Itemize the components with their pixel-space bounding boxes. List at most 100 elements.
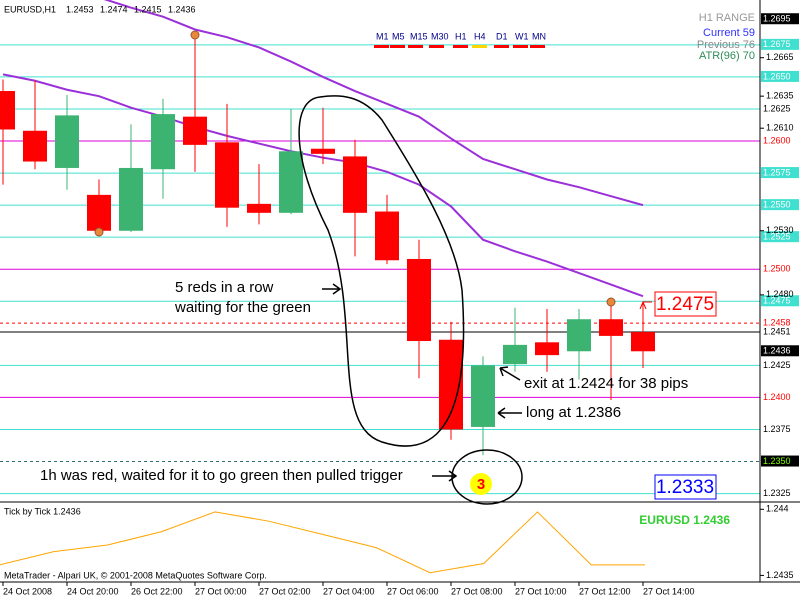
y-tick-label: 1.2480 <box>766 289 794 299</box>
footer: MetaTrader - Alpari UK, © 2001-2008 Meta… <box>4 570 267 580</box>
level-label: 1.2695 <box>763 14 791 24</box>
candle-body <box>279 151 303 213</box>
candle-body <box>183 116 207 145</box>
level-label-bg <box>761 231 799 243</box>
fractal-marker <box>190 30 200 40</box>
timeframe: M30 <box>431 31 449 41</box>
badge <box>470 473 492 495</box>
annotation: 5 reds in a row <box>175 279 274 296</box>
timeframe: M1 <box>376 31 389 41</box>
level-label-bg <box>761 359 799 371</box>
level-label-bg <box>761 345 799 357</box>
annotation: exit at 1.2424 for 38 pips <box>524 375 688 392</box>
line <box>0 511 645 574</box>
fractal-marker <box>94 227 104 237</box>
price-box-text: 1.2333 <box>656 477 714 498</box>
timeframe: H1 <box>455 31 467 41</box>
y-tick-label: 1.2610 <box>766 123 794 133</box>
candle-body <box>375 211 399 261</box>
level-label: 1.2425 <box>763 360 791 370</box>
timeframe: MN <box>532 31 546 41</box>
level-label-bg <box>761 423 799 435</box>
candle-body <box>503 344 527 365</box>
arrow <box>497 407 522 419</box>
level-label-bg <box>761 102 799 114</box>
y-tick-label: 1.2665 <box>766 52 794 62</box>
annotation: long at 1.2386 <box>526 404 621 421</box>
candle-body <box>0 91 15 130</box>
candle-body <box>55 115 79 168</box>
hand-circle <box>451 449 523 505</box>
candle-body <box>343 156 367 213</box>
annotation: 1h was red, waited for it to go green th… <box>40 467 403 484</box>
level-label-bg <box>761 167 799 179</box>
price-axis-labels: 1.2695 1.2675 1.2650 1.2625 1.2600 1.2575 1.25… <box>760 13 799 580</box>
x-tick-label: 27 Oct 00:00 <box>195 586 247 596</box>
range-current: Current 59 <box>703 27 755 39</box>
symbol-title: EURUSD,H1 <box>4 4 56 14</box>
timeframe: H4 <box>474 31 486 41</box>
candle-body <box>599 319 623 336</box>
timeframe-bar <box>374 45 389 48</box>
level-label-bg <box>761 487 799 499</box>
level-label: 1.2650 <box>763 71 791 81</box>
arrow <box>322 283 342 295</box>
badge-text: 3 <box>477 476 485 493</box>
level-label-bg <box>761 263 799 275</box>
x-tick-label: 27 Oct 10:00 <box>515 586 567 596</box>
x-tick-label: 27 Oct 04:00 <box>323 586 375 596</box>
price-box <box>654 291 717 317</box>
level-label-bg <box>761 455 799 467</box>
timeframe-bar <box>513 45 528 48</box>
level-label-bg <box>761 135 799 147</box>
candles <box>0 34 655 456</box>
x-tick-label: 27 Oct 12:00 <box>579 586 631 596</box>
fractal-marker <box>606 297 616 307</box>
level-label: 1.2525 <box>763 232 791 242</box>
hand-ellipse <box>298 95 465 447</box>
price-box-text: 1.2475 <box>656 294 714 315</box>
timeframes: M1 M5 M15 M30 H1 H4 D1 W1 MN <box>374 31 546 48</box>
level-label-bg <box>761 13 799 25</box>
level-label-bg <box>761 326 799 338</box>
time-axis-labels: 24 Oct 2008 24 Oct 20:00 26 Oct 22:00 27 Oc… <box>2 582 695 596</box>
level-label-bg <box>761 199 799 211</box>
range-previous: Previous 76 <box>697 39 755 51</box>
level-label: 1.2375 <box>763 424 791 434</box>
candle-body <box>247 203 271 213</box>
candle-body <box>631 332 655 352</box>
timeframe: W1 <box>515 31 529 41</box>
timeframe-bar <box>408 45 423 48</box>
x-tick-label: 27 Oct 06:00 <box>387 586 439 596</box>
candle-body <box>151 114 175 170</box>
level-label: 1.2675 <box>763 39 791 49</box>
timeframe-bar <box>472 45 487 48</box>
range-atr: ATR(96) 70 <box>699 50 755 62</box>
header-value: 1.2474 <box>100 4 128 14</box>
subwindow-title: Tick by Tick 1.2436 <box>4 506 81 516</box>
level-label-bg <box>761 295 799 307</box>
level-label-bg <box>761 38 799 50</box>
timeframe-bar <box>530 45 545 48</box>
level-label: 1.2325 <box>763 488 791 498</box>
header-value: 1.2453 <box>66 4 94 14</box>
arrow <box>432 470 458 482</box>
y-tick-label: 1.2530 <box>766 225 794 235</box>
x-tick-label: 24 Oct 20:00 <box>67 586 119 596</box>
timeframe-bar <box>494 45 509 48</box>
x-tick-label: 24 Oct 2008 <box>3 586 52 596</box>
level-label: 1.2451 <box>763 326 791 336</box>
range-title: H1 RANGE <box>699 12 755 24</box>
level-label-bg <box>761 70 799 82</box>
timeframe: M5 <box>392 31 405 41</box>
level-label-bg <box>761 317 799 329</box>
candle-body <box>87 194 111 231</box>
timeframe: D1 <box>496 31 508 41</box>
tick-line <box>0 511 645 574</box>
header-value: 1.2436 <box>168 4 196 14</box>
line <box>103 0 644 207</box>
x-tick-label: 26 Oct 22:00 <box>131 586 183 596</box>
candle-body <box>407 258 431 342</box>
y-tick-label: 1.2635 <box>766 91 794 101</box>
